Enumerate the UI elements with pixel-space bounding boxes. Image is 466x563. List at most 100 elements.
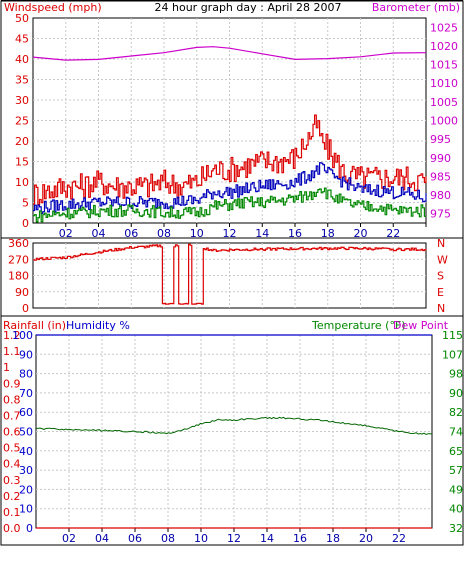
hour-tick-label: 22 xyxy=(392,532,406,545)
temperature-ticks: 115 107 98 90 82 74 65 57 49 40 32 xyxy=(442,329,463,535)
barometer-tick-label: 980 xyxy=(430,189,451,202)
compass-tick-label: S xyxy=(437,270,444,283)
barometer-axis-label: Barometer (mb) xyxy=(372,1,460,14)
humidity-axis-label: Humidity % xyxy=(66,319,130,332)
hour-tick-label: 12 xyxy=(227,532,241,545)
windspeed-tick-label: 10 xyxy=(15,176,29,189)
hour-tick-label: 20 xyxy=(354,227,368,240)
rainfall-tick-label: 1.1 xyxy=(3,345,21,358)
hour-tick-label: 06 xyxy=(124,227,138,240)
barometer-tick-label: 985 xyxy=(430,170,451,183)
temperature-tick-label: 74 xyxy=(449,426,463,439)
direction-panel xyxy=(0,237,464,317)
windspeed-ticks: 0 5 10 15 20 25 30 35 40 45 50 xyxy=(15,12,29,230)
windspeed-tick-label: 40 xyxy=(15,53,29,66)
humidity-tick-label: 60 xyxy=(19,406,33,419)
compass-tick-label: E xyxy=(437,286,444,299)
temperature-axis-label: Temperature (°F) xyxy=(311,319,406,332)
hour-tick-label: 02 xyxy=(59,227,73,240)
windspeed-tick-label: 5 xyxy=(22,197,29,210)
temperature-tick-label: 107 xyxy=(442,348,463,361)
hour-tick-label: 06 xyxy=(128,532,142,545)
hour-tick-label: 16 xyxy=(293,532,307,545)
wind-average-line xyxy=(33,162,427,214)
wind-direction-line xyxy=(33,243,427,305)
windspeed-tick-label: 15 xyxy=(15,156,29,169)
humidity-tick-label: 40 xyxy=(19,445,33,458)
temperature-tick-label: 57 xyxy=(449,464,463,477)
temperature-tick-label: 32 xyxy=(449,522,463,535)
windspeed-tick-label: 20 xyxy=(15,135,29,148)
humidity-tick-label: 10 xyxy=(19,503,33,516)
hour-tick-label: 02 xyxy=(62,532,76,545)
windspeed-tick-label: 45 xyxy=(15,33,29,46)
direction-tick-label: 180 xyxy=(8,270,29,283)
rainfall-tick-label: 1.2 xyxy=(3,329,21,342)
compass-tick-label: N xyxy=(437,302,445,315)
direction-degree-ticks: 360 270 180 90 0 xyxy=(8,237,29,315)
humidity-tick-label: 70 xyxy=(19,387,33,400)
temperature-line xyxy=(36,416,433,436)
chart-title: 24 hour graph day : April 28 2007 xyxy=(155,1,342,14)
barometer-tick-label: 995 xyxy=(430,133,451,146)
hour-tick-label: 08 xyxy=(157,227,171,240)
rainfall-ticks: 1.2 1.1 1 0.9 0.8 0.7 0.6 0.5 0.4 0.3 0.2 0.1 0.0 xyxy=(3,329,21,535)
barometer-tick-label: 1020 xyxy=(430,40,458,53)
temperature-tick-label: 40 xyxy=(449,503,463,516)
rainfall-axis-label: Rainfall (in) xyxy=(3,319,66,332)
dewpoint-axis-label: Dew Point xyxy=(393,319,449,332)
rainfall-tick-label: 0.2 xyxy=(3,490,21,503)
hour-tick-label: 14 xyxy=(260,532,274,545)
barometer-tick-label: 975 xyxy=(430,208,451,221)
direction-tick-label: 270 xyxy=(8,253,29,266)
hour-tick-label: 18 xyxy=(326,532,340,545)
temperature-tick-label: 49 xyxy=(449,483,463,496)
temperature-tick-label: 90 xyxy=(449,387,463,400)
temperature-tick-label: 82 xyxy=(449,406,463,419)
wind-gust-line xyxy=(33,114,427,206)
rainfall-tick-label: 0.0 xyxy=(3,522,21,535)
wind-series xyxy=(32,46,427,223)
wind-speed-line xyxy=(33,187,427,223)
hour-tick-label: 18 xyxy=(321,227,335,240)
hour-tick-label: 08 xyxy=(161,532,175,545)
hour-tick-label: 10 xyxy=(190,227,204,240)
rainfall-tick-label: 0.6 xyxy=(3,426,21,439)
windspeed-tick-label: 35 xyxy=(15,74,29,87)
barometer-ticks: 975 980 985 990 995 1000 1005 1010 1015 1020 1025 xyxy=(430,21,458,220)
hour-tick-label: 16 xyxy=(288,227,302,240)
rainfall-tick-label: 0.9 xyxy=(3,377,21,390)
rainfall-tick-label: 0.8 xyxy=(3,393,21,406)
compass-tick-label: N xyxy=(437,237,445,250)
barometer-tick-label: 1010 xyxy=(430,77,458,90)
rainfall-tick-label: 0.4 xyxy=(3,458,21,471)
temperature-tick-label: 98 xyxy=(449,368,463,381)
barometer-line xyxy=(32,46,427,61)
rainfall-tick-label: 0.3 xyxy=(3,474,21,487)
humidity-tick-label: 50 xyxy=(19,426,33,439)
temp-hour-ticks: 02 04 06 08 10 12 14 16 18 20 22 xyxy=(62,528,406,545)
windspeed-tick-label: 25 xyxy=(15,115,29,128)
windspeed-axis-label: Windspeed (mph) xyxy=(4,1,102,14)
direction-tick-label: 0 xyxy=(22,302,29,315)
barometer-tick-label: 1000 xyxy=(430,115,458,128)
direction-tick-label: 360 xyxy=(8,237,29,250)
barometer-tick-label: 1015 xyxy=(430,59,458,72)
hour-tick-label: 14 xyxy=(255,227,269,240)
windspeed-tick-label: 0 xyxy=(22,217,29,230)
humidity-tick-label: 20 xyxy=(19,483,33,496)
rainfall-tick-label: 0.7 xyxy=(3,409,21,422)
humidity-tick-label: 0 xyxy=(26,522,33,535)
barometer-tick-label: 990 xyxy=(430,152,451,165)
hour-tick-label: 04 xyxy=(92,227,106,240)
hour-tick-label: 10 xyxy=(194,532,208,545)
hour-tick-label: 12 xyxy=(223,227,237,240)
temperature-tick-label: 115 xyxy=(442,329,463,342)
barometer-tick-label: 1025 xyxy=(430,21,458,34)
barometer-tick-label: 1005 xyxy=(430,96,458,109)
temp-series xyxy=(36,334,433,529)
windspeed-tick-label: 50 xyxy=(15,12,29,25)
